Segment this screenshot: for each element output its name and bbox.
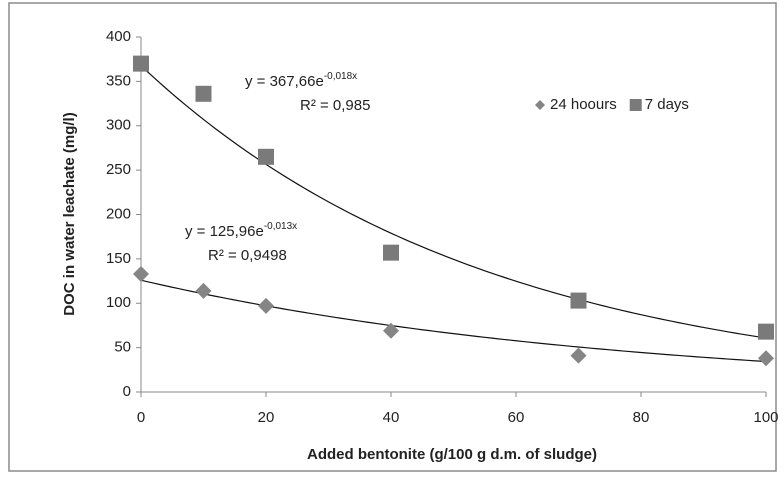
y-tick-label: 400 (106, 28, 131, 45)
legend-label: 7 days (645, 96, 689, 113)
equation-exponent: -0,013x (264, 221, 297, 232)
trendline (140, 65, 767, 339)
x-axis-label: Added bentonite (g/100 g d.m. of sludge) (307, 446, 597, 463)
data-point (133, 265, 149, 282)
x-tick-label: 60 (508, 409, 525, 426)
trendline-equation: y = 125,96e-0,013x (185, 221, 297, 240)
y-tick-label: 150 (106, 250, 131, 267)
y-tick-label: 50 (114, 339, 131, 356)
y-tick-label: 300 (106, 117, 131, 134)
data-point (195, 85, 212, 102)
trendline (140, 279, 767, 363)
data-point (758, 323, 774, 340)
x-tick-label: 80 (633, 409, 650, 426)
data-point (195, 282, 212, 299)
trendline-equation: y = 367,66e-0,018x (245, 71, 357, 90)
y-tick-label: 0 (123, 383, 131, 400)
x-tick-label: 40 (383, 409, 400, 426)
equation-exponent: -0,018x (324, 71, 357, 82)
x-tick-label: 0 (137, 409, 145, 426)
x-tick-label: 100 (753, 409, 778, 426)
y-axis-label: DOC in water leachate (mg/l) (61, 112, 78, 315)
equation-base: y = 367,66e (245, 73, 324, 90)
data-point (133, 55, 149, 72)
y-tick-label: 350 (106, 72, 131, 89)
y-tick-label: 200 (106, 205, 131, 222)
y-tick-label: 250 (106, 161, 131, 178)
data-point (570, 347, 587, 364)
trendline-r2: R² = 0,985 (300, 97, 370, 114)
data-point (758, 350, 774, 367)
data-point (258, 297, 274, 314)
legend-marker (629, 99, 642, 111)
equation-base: y = 125,96e (185, 223, 264, 240)
data-point (570, 292, 587, 309)
x-tick-label: 20 (258, 409, 275, 426)
trendline-r2: R² = 0,9498 (208, 247, 287, 264)
legend-label: 24 hoours (550, 96, 617, 113)
data-point (258, 148, 274, 165)
legend-marker (535, 100, 545, 110)
data-point (383, 244, 399, 261)
data-point (383, 322, 399, 339)
y-tick-label: 100 (106, 294, 131, 311)
